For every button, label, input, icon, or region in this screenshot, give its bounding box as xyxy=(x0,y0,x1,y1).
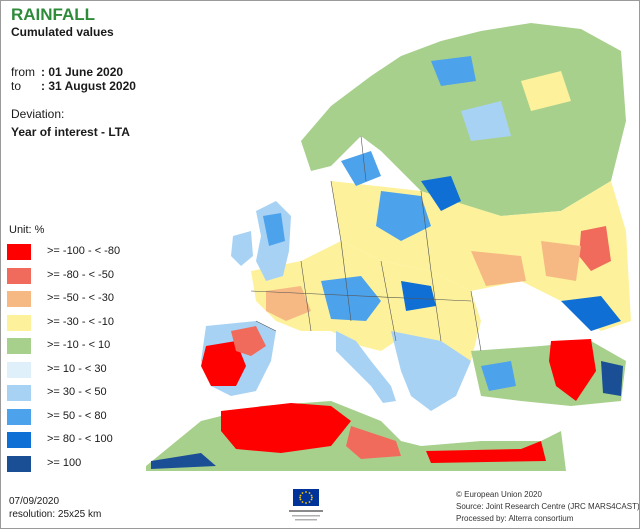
legend-label: >= -10 - < 10 xyxy=(47,339,111,351)
to-label: to xyxy=(11,79,22,93)
deviation-value: Year of interest - LTA xyxy=(11,125,130,139)
legend-swatch xyxy=(7,244,31,260)
legend-label: >= -100 - < -80 xyxy=(47,245,121,257)
legend-unit: Unit: % xyxy=(9,224,45,236)
legend-swatch xyxy=(7,385,31,401)
legend-swatch xyxy=(7,267,31,284)
processed-by-line: Processed by: Alterra consortium xyxy=(456,514,574,523)
from-date: : 01 June 2020 xyxy=(41,65,124,79)
legend-swatch xyxy=(7,314,31,331)
legend-swatch xyxy=(7,408,31,425)
legend-swatch xyxy=(7,361,31,378)
legend-swatch xyxy=(7,338,31,354)
map-title: RAINFALL xyxy=(11,5,96,24)
legend-label: >= 80 - < 100 xyxy=(47,433,113,445)
copyright-line: © European Union 2020 xyxy=(456,490,542,499)
source-line: Source: Joint Research Centre (JRC MARS4… xyxy=(456,502,640,511)
deviation-label: Deviation: xyxy=(11,107,65,121)
legend-swatch xyxy=(7,432,31,448)
legend-label: >= 50 - < 80 xyxy=(47,409,107,422)
legend-label: >= 100 xyxy=(47,456,82,469)
legend-swatch xyxy=(7,291,31,307)
from-label: from xyxy=(11,65,35,79)
european-commission-logo xyxy=(283,487,329,525)
legend-label: >= -50 - < -30 xyxy=(47,292,114,304)
legend-label: >= -80 - < -50 xyxy=(47,268,114,281)
legend-label: >= -30 - < -10 xyxy=(47,315,114,328)
legend-label: >= 30 - < 50 xyxy=(47,386,107,398)
to-date: : 31 August 2020 xyxy=(41,79,136,93)
resolution: resolution: 25x25 km xyxy=(9,509,102,520)
production-date: 07/09/2020 xyxy=(9,496,60,507)
map-subtitle: Cumulated values xyxy=(11,25,114,39)
rainfall-patches xyxy=(151,56,623,469)
legend-swatch xyxy=(7,455,31,472)
legend-label: >= 10 - < 30 xyxy=(47,362,107,375)
country-borders xyxy=(250,135,482,352)
